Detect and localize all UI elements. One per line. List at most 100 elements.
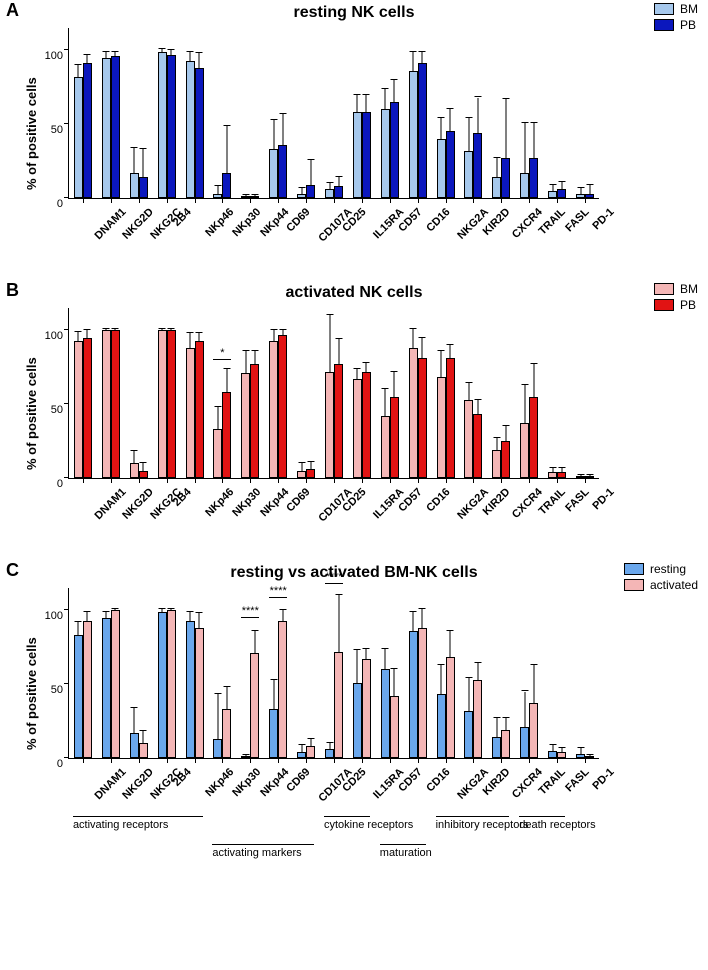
bar — [74, 635, 83, 758]
bar — [83, 621, 92, 758]
bar — [278, 145, 287, 198]
bar — [520, 727, 529, 758]
error-cap — [214, 406, 221, 407]
bar — [167, 610, 176, 758]
error-bar — [394, 80, 395, 102]
x-tick-mark — [250, 758, 251, 763]
error-cap — [363, 648, 370, 649]
bar — [529, 703, 538, 758]
y-tick-mark — [64, 403, 69, 404]
bar — [213, 429, 222, 478]
category-bracket — [436, 816, 510, 817]
x-tick-label: CXCR4 — [510, 206, 545, 241]
x-tick-mark — [473, 478, 474, 483]
x-tick-mark — [195, 198, 196, 203]
error-bar — [190, 52, 191, 61]
bar — [362, 659, 371, 758]
error-bar — [477, 663, 478, 679]
error-cap — [549, 467, 556, 468]
error-cap — [382, 388, 389, 389]
bar — [297, 471, 306, 478]
error-bar — [422, 338, 423, 359]
error-bar — [217, 186, 218, 193]
plot-area: 050100DNAM1NKG2DNKG2C2B4NKp46NKp30NKp44C… — [68, 588, 599, 759]
y-tick-label: 100 — [45, 330, 63, 342]
legend-item: BM — [654, 2, 698, 16]
error-cap — [493, 717, 500, 718]
error-cap — [438, 350, 445, 351]
error-cap — [223, 125, 230, 126]
bar — [83, 63, 92, 198]
y-axis-label: % of positive cells — [24, 77, 39, 190]
bar — [557, 752, 566, 758]
error-cap — [502, 717, 509, 718]
significance-label: **** — [263, 585, 293, 597]
error-cap — [131, 147, 138, 148]
bar — [74, 77, 83, 198]
bar — [139, 743, 148, 758]
bar — [548, 191, 557, 198]
error-cap — [187, 51, 194, 52]
x-tick-mark — [390, 478, 391, 483]
error-cap — [326, 742, 333, 743]
y-tick-mark — [64, 197, 69, 198]
error-cap — [112, 608, 119, 609]
bar — [409, 631, 418, 758]
error-bar — [385, 89, 386, 110]
bar — [213, 739, 222, 758]
x-tick-mark — [306, 198, 307, 203]
bar — [186, 61, 195, 198]
bar — [213, 194, 222, 198]
x-tick-mark — [585, 478, 586, 483]
error-cap — [159, 328, 166, 329]
x-tick-mark — [195, 478, 196, 483]
x-tick-mark — [418, 198, 419, 203]
bar — [102, 58, 111, 198]
error-cap — [586, 754, 593, 755]
error-cap — [298, 462, 305, 463]
x-tick-mark — [222, 198, 223, 203]
legend-item: PB — [654, 298, 698, 312]
error-bar — [310, 160, 311, 185]
category-label: activating receptors — [73, 819, 168, 831]
error-cap — [335, 594, 342, 595]
x-tick-mark — [139, 198, 140, 203]
legend-label: BM — [680, 282, 698, 296]
error-bar — [338, 595, 339, 651]
error-cap — [279, 329, 286, 330]
error-bar — [301, 463, 302, 470]
error-bar — [533, 123, 534, 158]
panel-title: activated NK cells — [0, 284, 708, 302]
legend: restingactivated — [624, 562, 698, 594]
error-cap — [112, 328, 119, 329]
bar — [130, 463, 139, 478]
error-cap — [196, 52, 203, 53]
y-tick-mark — [64, 609, 69, 610]
error-cap — [493, 437, 500, 438]
bar — [306, 469, 315, 478]
y-tick-label: 0 — [57, 478, 63, 490]
error-bar — [441, 665, 442, 695]
x-tick-mark — [557, 198, 558, 203]
error-cap — [474, 662, 481, 663]
error-bar — [78, 65, 79, 77]
panel-title: resting NK cells — [0, 4, 708, 22]
bar — [353, 379, 362, 478]
x-tick-mark — [167, 758, 168, 763]
error-bar — [254, 195, 255, 196]
error-bar — [524, 123, 525, 173]
error-bar — [310, 739, 311, 746]
x-tick-mark — [557, 758, 558, 763]
x-tick-mark — [139, 478, 140, 483]
error-bar — [338, 177, 339, 186]
x-tick-label: PD-1 — [590, 206, 616, 232]
y-axis-label: % of positive cells — [24, 637, 39, 750]
error-bar — [106, 612, 107, 618]
x-tick-mark — [557, 478, 558, 483]
error-bar — [366, 649, 367, 659]
error-cap — [363, 362, 370, 363]
error-cap — [502, 425, 509, 426]
error-bar — [143, 149, 144, 177]
bar — [297, 752, 306, 758]
error-bar — [561, 182, 562, 189]
